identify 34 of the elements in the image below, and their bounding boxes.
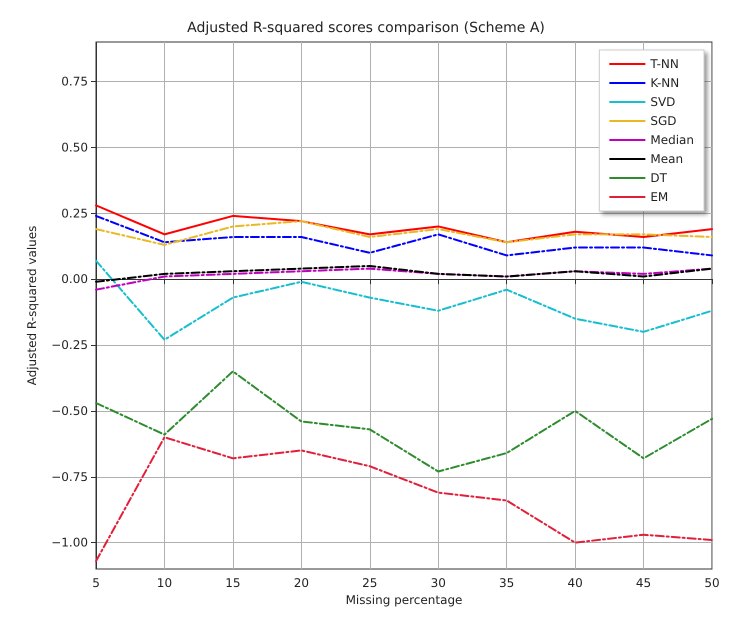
- legend-label: K-NN: [650, 76, 680, 90]
- x-tick-label: 15: [225, 576, 241, 590]
- line-series: [95, 436, 713, 562]
- x-tick-label: 40: [567, 576, 583, 590]
- y-tick-label: −0.25: [51, 338, 88, 352]
- x-tick-label: 25: [362, 576, 378, 590]
- x-tick-label: 10: [156, 576, 172, 590]
- x-tick-label: 20: [294, 576, 309, 590]
- x-axis-title: Missing percentage: [346, 592, 462, 607]
- y-tick-label: 0.75: [61, 74, 88, 89]
- y-tick-label: 0.00: [61, 272, 88, 286]
- y-tick-label: 0.50: [61, 140, 88, 154]
- legend-label: DT: [650, 171, 668, 185]
- legend-label: T-NN: [649, 57, 679, 71]
- chart-title: Adjusted R-squared scores comparison (Scheme A): [187, 20, 545, 36]
- legend-label: Mean: [650, 152, 684, 166]
- x-tick-label: 50: [704, 576, 720, 590]
- line-series: [95, 204, 713, 244]
- legend-label: Median: [650, 133, 694, 147]
- x-tick-label: 5: [92, 576, 100, 590]
- y-tick-label: 0.25: [61, 206, 88, 220]
- x-tick-label: 35: [499, 576, 514, 590]
- line-series: [95, 220, 713, 246]
- x-tick-label: 30: [430, 576, 446, 590]
- x-tick-label: 45: [636, 576, 652, 590]
- line-series: [95, 370, 713, 473]
- y-axis-title: Adjusted R-squared values: [25, 226, 39, 386]
- legend-label: SGD: [650, 114, 677, 128]
- y-tick-label: −0.75: [51, 470, 88, 484]
- y-tick-label: −0.50: [51, 404, 88, 418]
- legend-label: EM: [650, 190, 668, 204]
- legend-label: SVD: [650, 95, 676, 109]
- y-tick-label: −1.00: [51, 536, 88, 550]
- line-series: [95, 214, 713, 256]
